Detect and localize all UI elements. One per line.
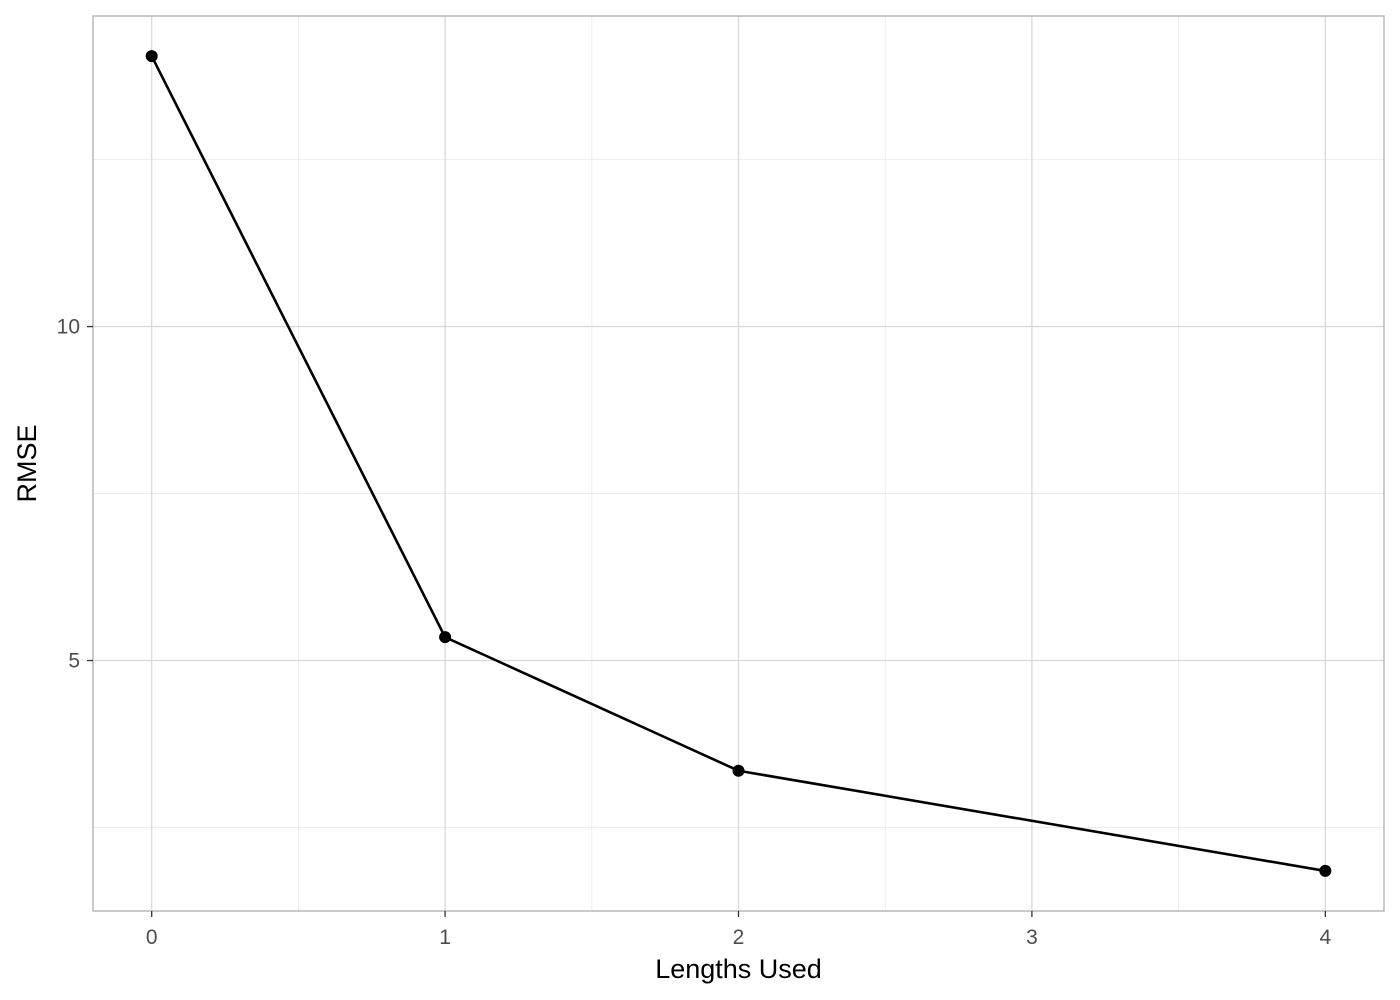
data-point (1319, 864, 1332, 877)
ticks-layer: 0 1 2 3 4 5 10 (57, 316, 1332, 949)
data-point (439, 631, 452, 644)
grid-layer (93, 16, 1384, 911)
y-tick-label: 10 (57, 316, 80, 339)
y-tick-label: 5 (68, 650, 80, 673)
series-layer (145, 50, 1332, 877)
x-tick-label: 4 (1319, 926, 1331, 949)
x-tick-label: 3 (1026, 926, 1038, 949)
data-point (732, 764, 745, 777)
data-point (145, 50, 158, 63)
x-tick-label: 2 (733, 926, 745, 949)
x-axis-title: Lengths Used (655, 954, 822, 984)
x-tick-label: 1 (439, 926, 451, 949)
y-axis-title: RMSE (12, 424, 42, 502)
series-line (150, 54, 1327, 873)
x-tick-label: 0 (146, 926, 158, 949)
